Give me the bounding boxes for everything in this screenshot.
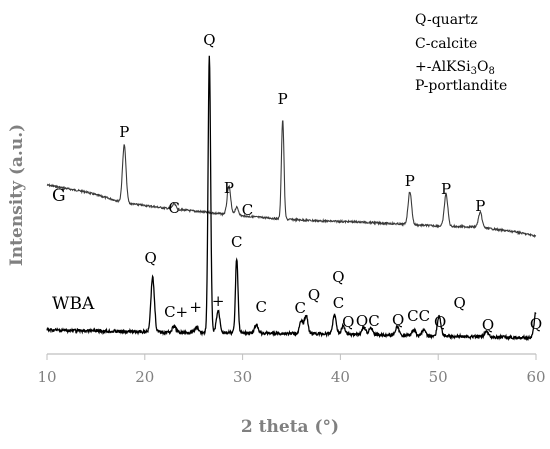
legend-entry-portlandite: P-portlandite bbox=[415, 78, 507, 94]
legend-entry-calcite: C-calcite bbox=[415, 36, 477, 52]
peak-label-g: C bbox=[168, 199, 179, 217]
legend-formula-mid: O bbox=[477, 59, 488, 75]
series-label-wba: WBA bbox=[52, 294, 95, 314]
peak-label-wba: C bbox=[255, 298, 266, 316]
legend-formula-main: +-AlKSi bbox=[415, 59, 471, 75]
plot-traces bbox=[46, 55, 537, 342]
x-tick-label: 10 bbox=[37, 368, 56, 386]
peak-label-wba: Q bbox=[434, 313, 446, 331]
peak-label-wba: C bbox=[295, 299, 306, 317]
x-ticks: 10 20 30 40 50 60 bbox=[37, 354, 546, 386]
series-line-wba bbox=[46, 55, 537, 342]
legend-formula-sub2: 8 bbox=[488, 66, 494, 77]
peak-label-wba: Q bbox=[145, 249, 157, 267]
peak-label-wba: C bbox=[333, 294, 344, 312]
peak-label-wba: Q bbox=[454, 294, 466, 312]
peak-label-wba: Q bbox=[392, 311, 404, 329]
peak-label-wba: Q bbox=[308, 286, 320, 304]
legend-entry-alksi3o8: +-AlKSi3O8 bbox=[415, 59, 495, 77]
peak-label-wba: C bbox=[231, 233, 242, 251]
peak-label-wba: Q bbox=[203, 31, 215, 49]
x-tick-label: 30 bbox=[233, 368, 252, 386]
peak-label-g: P bbox=[119, 123, 129, 141]
legend: Q-quartz C-calcite +-AlKSi3O8 P-portland… bbox=[415, 12, 507, 94]
x-tick-label: 60 bbox=[526, 368, 545, 386]
x-tick-label: 40 bbox=[331, 368, 350, 386]
peak-label-wba: + bbox=[189, 298, 202, 316]
legend-entry-quartz: Q-quartz bbox=[415, 12, 478, 28]
peak-label-wba: Q bbox=[332, 268, 344, 286]
peak-label-g: P bbox=[405, 172, 415, 190]
peak-label-g: P bbox=[224, 179, 234, 197]
peak-label-wba: QC bbox=[356, 312, 380, 330]
peak-label-wba: Q bbox=[530, 315, 542, 333]
peak-label-wba: C+ bbox=[164, 303, 188, 321]
x-axis-title: 2 theta (°) bbox=[241, 417, 339, 437]
peak-label-wba: + bbox=[212, 292, 225, 310]
x-tick-label: 50 bbox=[429, 368, 448, 386]
legend-formula-sub1: 3 bbox=[471, 66, 477, 77]
peak-label-wba: CC bbox=[407, 307, 430, 325]
x-tick-label: 20 bbox=[135, 368, 154, 386]
peak-label-g: P bbox=[475, 197, 485, 215]
peak-label-wba: Q bbox=[482, 316, 494, 334]
series-line-g bbox=[46, 120, 537, 239]
series-label-g: G bbox=[52, 186, 66, 206]
peak-label-g: P bbox=[278, 90, 288, 108]
peak-label-wba: Q bbox=[342, 313, 354, 331]
peak-label-g: P bbox=[441, 180, 451, 198]
peak-label-g: C bbox=[242, 201, 253, 219]
y-axis-title: Intensity (a.u.) bbox=[7, 124, 27, 266]
